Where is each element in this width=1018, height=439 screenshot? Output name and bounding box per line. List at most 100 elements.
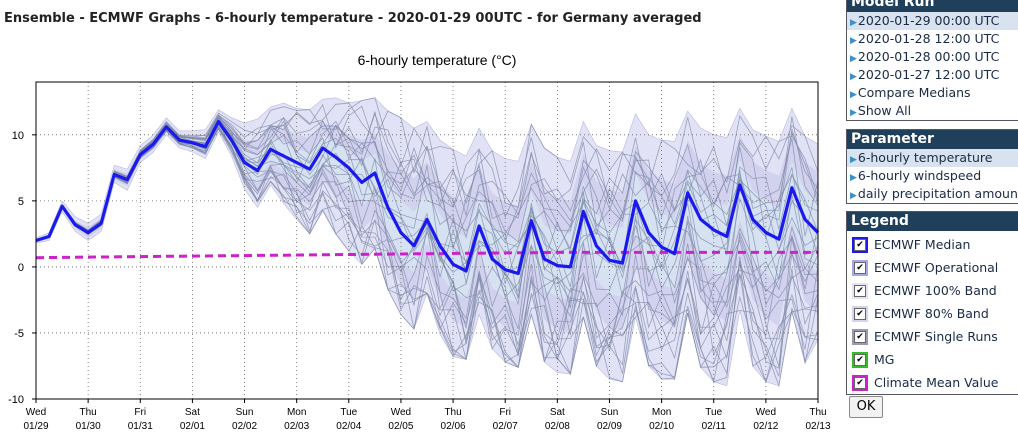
x-tick-weekday: Wed: [391, 407, 411, 418]
x-tick-date: 02/01: [180, 421, 205, 432]
y-tick-label: -5: [14, 328, 24, 340]
x-tick-date: 02/06: [441, 421, 466, 432]
model-run-item-label: 2020-01-29 00:00 UTC: [857, 13, 1000, 28]
model-run-item[interactable]: ▶Show All: [847, 102, 1018, 120]
legend-item: ✔ ECMWF Single Runs: [847, 325, 1018, 348]
model-run-item[interactable]: ▶2020-01-28 12:00 UTC: [847, 30, 1018, 48]
triangle-right-icon: ▶: [850, 18, 857, 28]
check-icon: ✔: [854, 376, 866, 389]
x-tick-date: 02/07: [493, 421, 518, 432]
ok-button[interactable]: OK: [849, 396, 883, 418]
legend-item-label: ECMWF Median: [874, 237, 971, 252]
check-icon: ✔: [854, 261, 866, 274]
x-tick-date: 02/08: [545, 421, 570, 432]
model-run-item-label: 2020-01-27 12:00 UTC: [857, 67, 1000, 82]
y-tick-label: 10: [12, 130, 24, 142]
legend-item-label: ECMWF Operational: [874, 260, 999, 275]
model-run-item[interactable]: ▶2020-01-29 00:00 UTC: [847, 12, 1018, 30]
model-run-item[interactable]: ▶2020-01-28 00:00 UTC: [847, 48, 1018, 66]
legend-item-label: ECMWF 100% Band: [874, 283, 997, 298]
legend-item-label: Climate Mean Value: [874, 375, 999, 390]
x-tick-date: 02/05: [388, 421, 413, 432]
single-run-line: [35, 111, 819, 243]
legend-checkbox[interactable]: ✔: [852, 236, 868, 253]
triangle-right-icon: ▶: [850, 90, 857, 100]
parameter-item[interactable]: ▶6-hourly windspeed: [847, 167, 1018, 185]
x-tick-weekday: Thu: [809, 407, 826, 418]
parameter-item-label: 6-hourly windspeed: [857, 168, 982, 183]
parameter-panel: Parameter ▶6-hourly temperature ▶6-hourly…: [846, 129, 1018, 204]
x-tick-weekday: Wed: [756, 407, 776, 418]
x-tick-weekday: Thu: [444, 407, 461, 418]
parameter-item[interactable]: ▶6-hourly temperature: [847, 149, 1018, 167]
legend-item-label: ECMWF Single Runs: [874, 329, 998, 344]
parameter-heading: Parameter: [847, 130, 1018, 149]
legend-checkbox[interactable]: ✔: [852, 305, 868, 322]
x-tick-date: 01/30: [76, 421, 101, 432]
x-tick-weekday: Fri: [134, 407, 146, 418]
model-run-panel: Model Run ▶2020-01-29 00:00 UTC ▶2020-01-…: [846, 0, 1018, 121]
check-icon: ✔: [854, 353, 866, 366]
y-tick-label: 0: [18, 262, 24, 274]
legend-item: ✔ MG: [847, 348, 1018, 371]
check-icon: ✔: [854, 284, 866, 297]
check-icon: ✔: [854, 330, 866, 343]
x-tick-weekday: Tue: [705, 407, 722, 418]
model-run-item-label: 2020-01-28 12:00 UTC: [857, 31, 1000, 46]
model-run-item-label: Compare Medians: [857, 85, 971, 100]
legend-checkbox[interactable]: ✔: [852, 259, 868, 276]
x-tick-date: 02/04: [336, 421, 361, 432]
single-run-line: [35, 116, 819, 268]
legend-checkbox[interactable]: ✔: [852, 374, 868, 391]
model-run-item[interactable]: ▶2020-01-27 12:00 UTC: [847, 66, 1018, 84]
legend-checkbox[interactable]: ✔: [852, 351, 868, 368]
triangle-right-icon: ▶: [850, 155, 857, 165]
legend-checkbox[interactable]: ✔: [852, 328, 868, 345]
plot-frame: [35, 81, 819, 400]
triangle-right-icon: ▶: [850, 72, 857, 82]
check-icon: ✔: [854, 238, 866, 251]
legend-item-label: MG: [874, 352, 895, 367]
x-tick-weekday: Sat: [550, 407, 565, 418]
climate-mean-line: [35, 250, 818, 260]
model-run-item-label: 2020-01-28 00:00 UTC: [857, 49, 1000, 64]
x-tick-date: 01/31: [128, 421, 153, 432]
x-tick-weekday: Sun: [601, 407, 619, 418]
x-tick-weekday: Wed: [26, 407, 46, 418]
x-tick-date: 02/09: [597, 421, 622, 432]
legend-item: ✔ ECMWF Operational: [847, 256, 1018, 279]
x-tick-weekday: Sun: [236, 407, 254, 418]
model-run-heading: Model Run: [847, 0, 1018, 12]
x-tick-date: 02/02: [232, 421, 257, 432]
x-tick-weekday: Sat: [185, 407, 200, 418]
x-tick-date: 01/29: [23, 421, 48, 432]
triangle-right-icon: ▶: [850, 191, 857, 201]
legend-heading: Legend: [847, 212, 1018, 231]
x-tick-date: 02/11: [702, 421, 727, 432]
legend-item: ✔ Climate Mean Value: [847, 371, 1018, 394]
single-run-line: [35, 103, 819, 241]
legend-item: ✔ ECMWF 80% Band: [847, 302, 1018, 325]
x-tick-date: 02/03: [284, 421, 309, 432]
legend-item: ✔ ECMWF Median: [847, 233, 1018, 256]
single-run-line: [35, 102, 819, 241]
x-tick-weekday: Tue: [340, 407, 357, 418]
parameter-item-label: 6-hourly temperature: [857, 150, 993, 165]
legend-checkbox[interactable]: ✔: [852, 282, 868, 299]
median-line: [35, 120, 820, 276]
check-icon: ✔: [854, 307, 866, 320]
parameter-item[interactable]: ▶daily precipitation amount: [847, 185, 1018, 203]
parameter-item-label: daily precipitation amount: [857, 186, 1018, 201]
model-run-item-label: Show All: [857, 103, 912, 118]
x-tick-date: 02/13: [805, 421, 830, 432]
single-run-line: [35, 127, 819, 383]
single-run-line: [35, 126, 819, 383]
triangle-right-icon: ▶: [850, 108, 857, 118]
x-tick-date: 02/10: [649, 421, 674, 432]
chart-title: 6-hourly temperature (°C): [358, 52, 517, 68]
legend-panel: Legend ✔ ECMWF Median ✔ ECMWF Operational ✔ E…: [846, 211, 1018, 395]
x-tick-date: 02/12: [753, 421, 778, 432]
temperature-chart: 6-hourly temperature (°C)1050-5-10Wed01/…: [8, 52, 831, 432]
triangle-right-icon: ▶: [850, 54, 857, 64]
model-run-item[interactable]: ▶Compare Medians: [847, 84, 1018, 102]
